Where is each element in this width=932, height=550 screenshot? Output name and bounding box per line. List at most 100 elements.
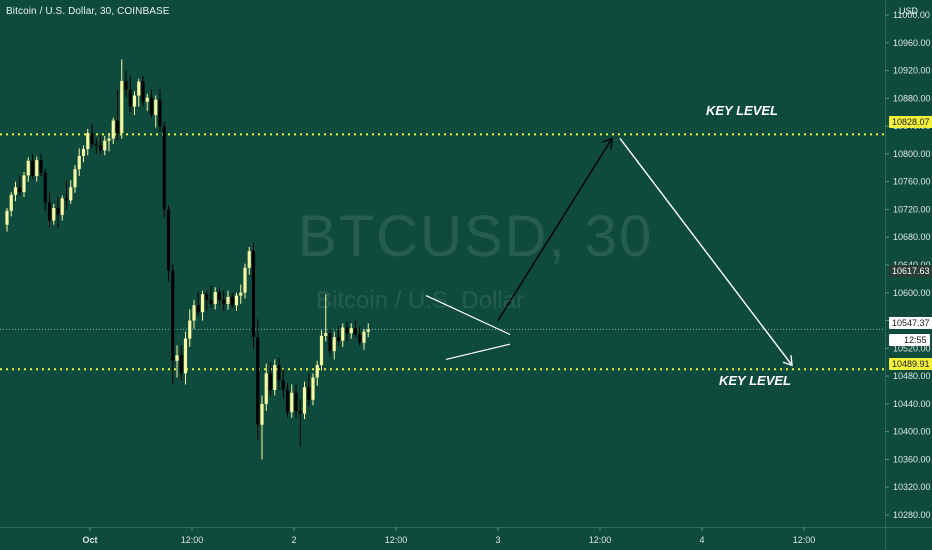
candle-body <box>90 133 94 145</box>
candle-body <box>47 202 52 221</box>
candle-body <box>81 149 86 156</box>
y-tick-label: 10600.00 <box>893 288 931 298</box>
candle-body <box>183 338 188 374</box>
candle-body <box>56 208 60 215</box>
candle-body <box>358 334 362 343</box>
candle-body <box>264 373 268 404</box>
y-tick-label: 10360.00 <box>893 454 931 464</box>
candle-body <box>205 294 209 300</box>
candle <box>111 117 115 145</box>
candle <box>307 373 311 407</box>
candle-body <box>64 198 69 201</box>
candle-body <box>196 305 200 313</box>
y-tick-label: 10960.00 <box>893 38 931 48</box>
candle <box>311 373 315 406</box>
candle <box>30 153 35 179</box>
candle <box>213 287 217 310</box>
candle-body <box>200 294 205 313</box>
candle-body <box>217 292 222 300</box>
candle-body <box>362 331 366 343</box>
candle <box>43 169 47 211</box>
candle <box>315 360 319 386</box>
candle <box>94 138 98 154</box>
candle <box>336 326 341 346</box>
candle <box>81 145 86 163</box>
candle-body <box>234 295 239 306</box>
candle-body <box>52 208 56 221</box>
x-tick-label: 4 <box>699 535 704 545</box>
candle <box>56 196 60 228</box>
candle-body <box>30 160 35 177</box>
candle-body <box>13 187 18 195</box>
candle <box>192 299 196 329</box>
candle-body <box>179 355 183 374</box>
candle <box>239 284 243 304</box>
candle-body <box>188 320 192 339</box>
candle-body <box>141 81 145 102</box>
candle <box>247 246 251 275</box>
candle <box>98 135 103 154</box>
candle-body <box>247 251 251 268</box>
candle-body <box>145 97 149 102</box>
triangle-lower-line <box>445 343 511 361</box>
candle <box>273 359 277 396</box>
candle <box>251 242 256 349</box>
candle <box>268 362 273 396</box>
candle <box>353 320 358 338</box>
countdown-tag: 12:55 <box>889 334 930 346</box>
candle-body <box>302 387 307 414</box>
candle <box>149 89 154 118</box>
candle-body <box>328 333 332 352</box>
candle-body <box>162 126 166 210</box>
y-tick-label: 10920.00 <box>893 66 931 76</box>
x-tick-label: 2 <box>291 535 296 545</box>
candle <box>179 345 183 381</box>
candle-body <box>22 175 26 193</box>
candle <box>256 319 260 440</box>
candle-body <box>260 403 264 425</box>
candle <box>47 192 52 228</box>
candle <box>39 153 43 177</box>
candle <box>35 156 39 182</box>
candle-body <box>77 155 81 170</box>
candle-body <box>311 377 315 400</box>
candle <box>298 399 302 447</box>
candle <box>294 384 298 418</box>
candle <box>226 290 230 310</box>
triangle-upper-line <box>425 295 511 335</box>
key-level-bottom-label: KEY LEVEL <box>719 373 792 388</box>
candle-body <box>86 133 90 150</box>
candle <box>90 123 94 149</box>
y-tick-label: 10880.00 <box>893 93 931 103</box>
candle-body <box>18 187 22 193</box>
time-axis: Oct 12:00 2 12:00 3 12:00 4 12:00 <box>82 527 815 545</box>
candle-body <box>171 270 175 361</box>
candle-body <box>120 80 124 134</box>
candle <box>358 326 362 346</box>
candle-body <box>175 355 179 361</box>
candle <box>285 383 290 418</box>
candle <box>103 135 107 156</box>
candle <box>162 121 166 218</box>
candle-body <box>239 292 243 296</box>
candle <box>196 292 200 317</box>
candle-body <box>353 328 358 335</box>
candle <box>132 91 137 115</box>
watermark-title: BTCUSD, 30 <box>298 204 654 269</box>
candle <box>120 59 124 139</box>
candle-body <box>213 292 217 304</box>
candle-body <box>307 387 311 400</box>
candle <box>349 323 353 339</box>
candle-body <box>5 210 9 225</box>
candle <box>290 384 294 418</box>
candle <box>362 328 366 350</box>
candle <box>341 323 345 347</box>
candle-body <box>230 296 234 306</box>
candle-body <box>137 81 141 96</box>
candle <box>217 287 222 306</box>
candle <box>64 180 69 210</box>
candle-body <box>209 299 213 304</box>
y-tick-label: 10480.00 <box>893 371 931 381</box>
